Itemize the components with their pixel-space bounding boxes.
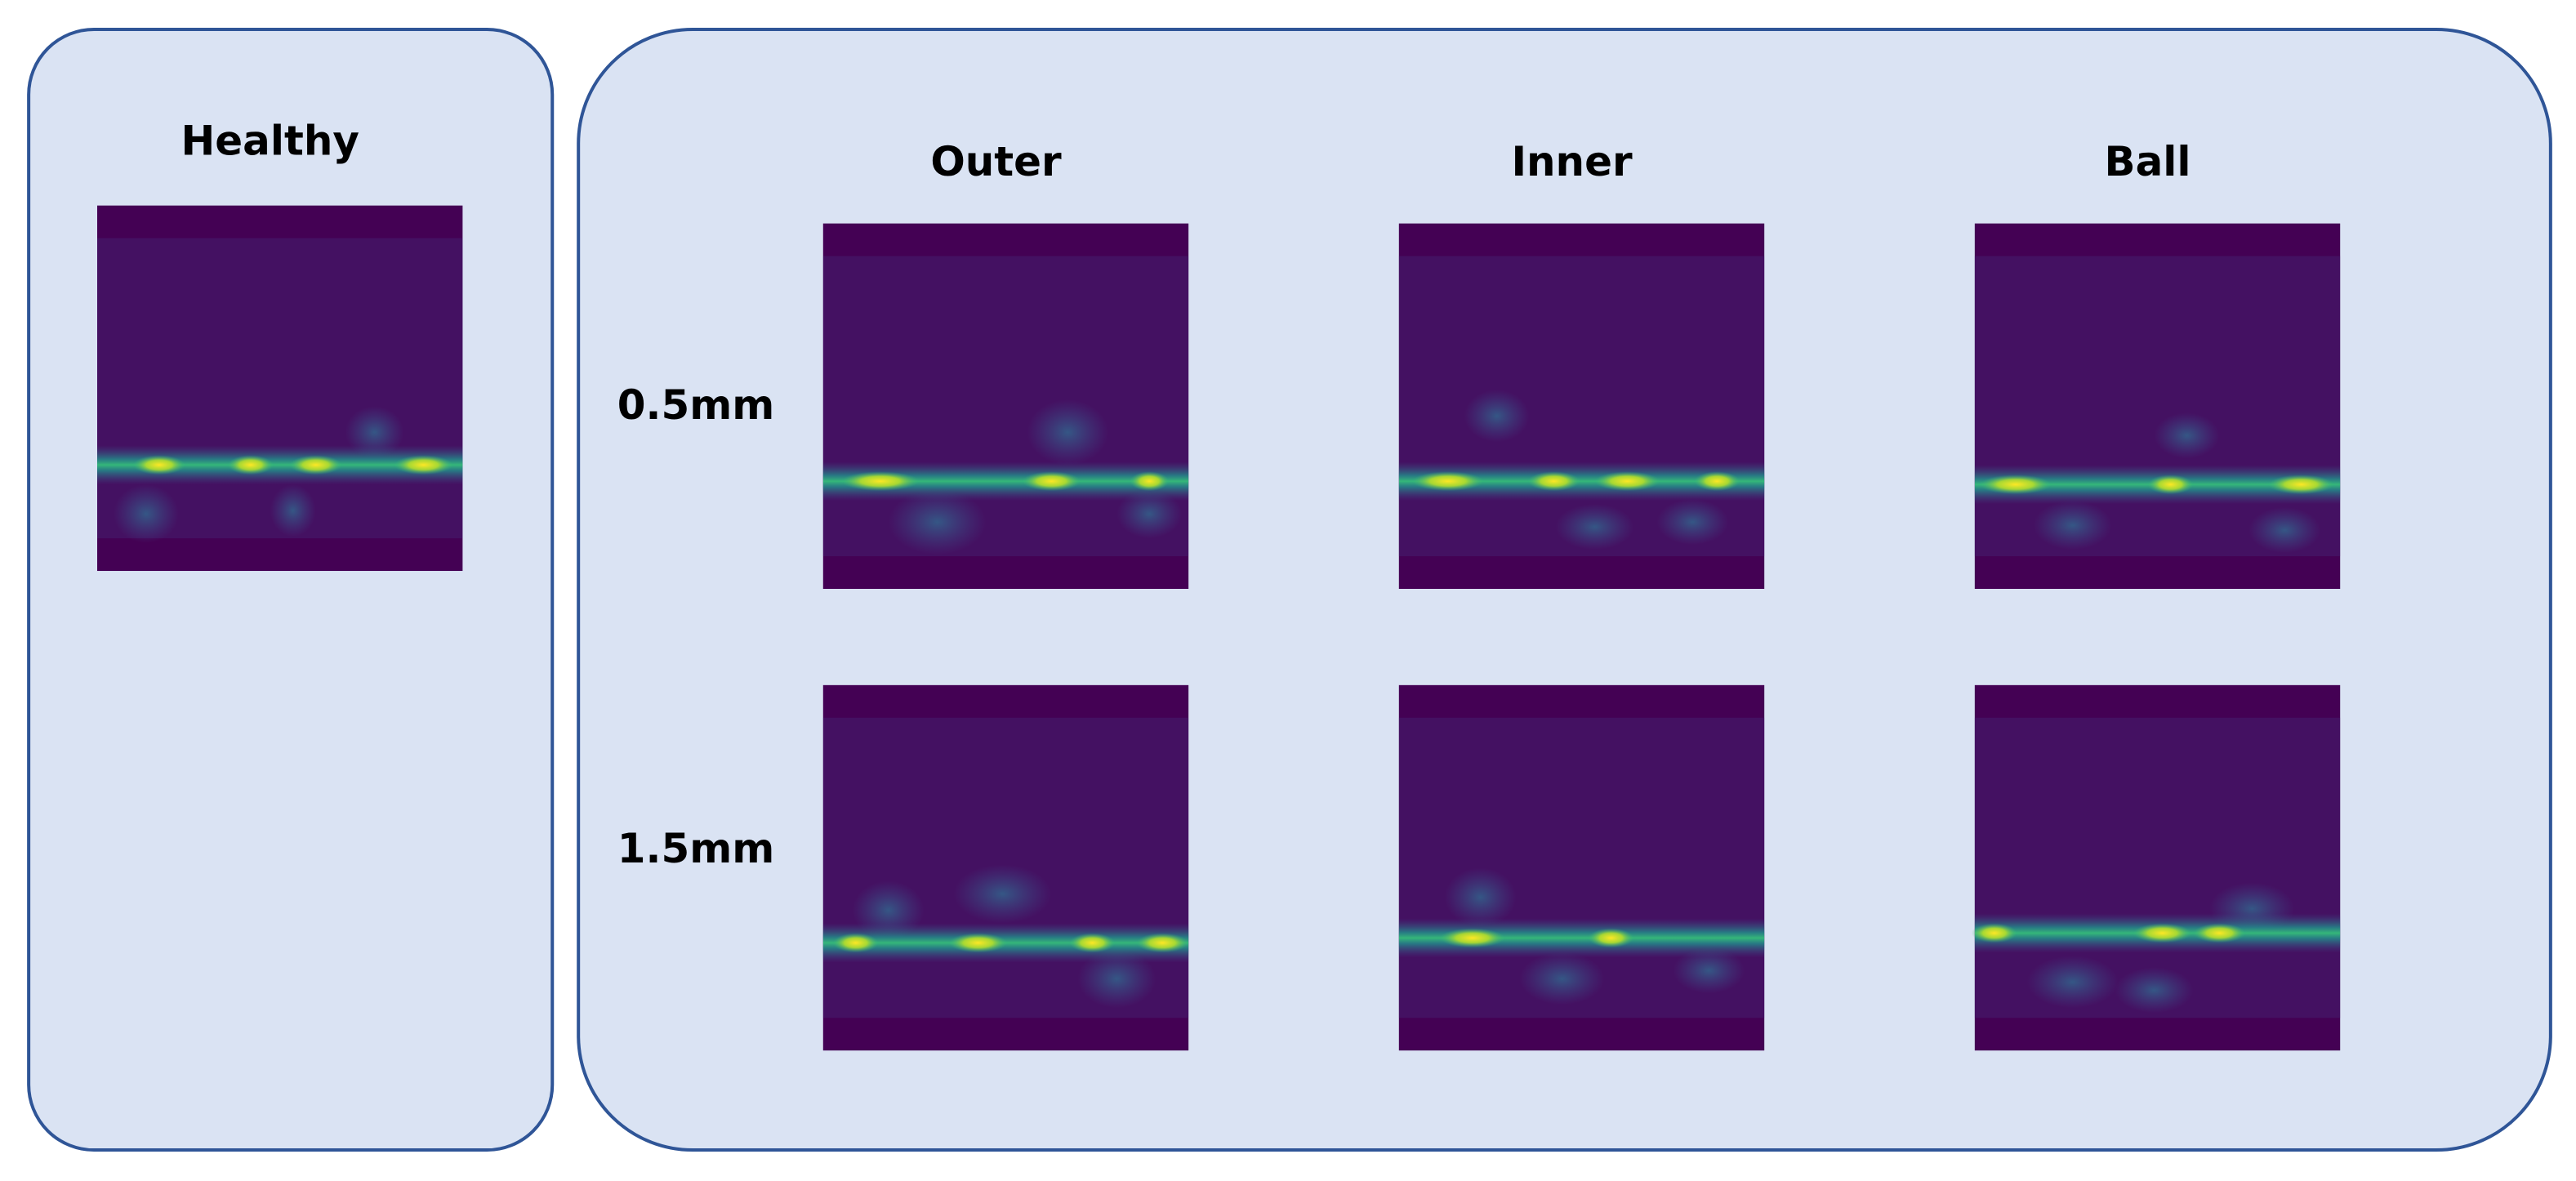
spectrogram-peak: [289, 455, 342, 475]
spectrogram-haze: [1974, 256, 2341, 557]
spectrogram-blob: [270, 484, 316, 537]
column-title: Ball: [2105, 138, 2191, 185]
spectrogram-peak: [2193, 923, 2246, 943]
spectrogram-blob: [2033, 501, 2112, 550]
spectrogram-blob: [888, 489, 987, 555]
spectrogram-blob: [1116, 489, 1183, 539]
spectrogram-blob: [1673, 947, 1745, 994]
spectrogram-peak: [394, 455, 453, 475]
spectrogram-peak: [132, 455, 185, 475]
spectrogram-blob: [2248, 507, 2321, 554]
spectrogram-peak: [227, 455, 274, 475]
spectrogram-blob: [113, 484, 179, 544]
spectrogram-peak: [2268, 475, 2334, 495]
spectrogram-blob: [2026, 956, 2119, 1009]
spectrogram-blob: [2115, 967, 2194, 1014]
spectrogram-blob: [1027, 399, 1109, 466]
spectrogram-peak: [2133, 923, 2192, 943]
spectrogram-peak: [832, 933, 879, 953]
spectrogram-blob: [1444, 867, 1517, 927]
column-title: Outer: [930, 138, 1062, 185]
spectrogram-peak: [1130, 471, 1170, 492]
spectrogram-peak: [1069, 933, 1116, 953]
spectrogram-blob: [1464, 390, 1530, 443]
spectrogram-peak: [1694, 471, 1740, 492]
spectrogram-blob: [1656, 499, 1729, 546]
spectrogram-peak: [1527, 471, 1580, 492]
spectrogram-blob: [1077, 949, 1157, 1009]
spectrogram-peak: [1022, 471, 1081, 492]
spectrogram-peak: [1979, 475, 2052, 495]
healthy-panel: [27, 27, 555, 1152]
spectrogram-peak: [948, 933, 1008, 953]
spectrogram-peak: [1439, 928, 1505, 948]
row-label: 1.5mm: [617, 825, 774, 872]
spectrogram-peak: [840, 471, 920, 492]
spectrogram-peak: [1136, 933, 1189, 953]
spectrogram-peak: [2147, 475, 2194, 495]
spectrogram-peak: [1411, 471, 1484, 492]
column-title: Inner: [1511, 138, 1633, 185]
spectrogram-peak: [1971, 923, 2017, 943]
spectrogram-blob: [953, 864, 1052, 924]
spectrogram-peak: [1588, 928, 1634, 948]
spectrogram-blob: [2154, 412, 2220, 459]
healthy-title: Healthy: [181, 117, 359, 164]
spectrogram-blob: [1519, 952, 1605, 1005]
row-label: 0.5mm: [617, 381, 774, 429]
spectrogram-peak: [1594, 471, 1660, 492]
spectrogram-blob: [1555, 504, 1634, 550]
